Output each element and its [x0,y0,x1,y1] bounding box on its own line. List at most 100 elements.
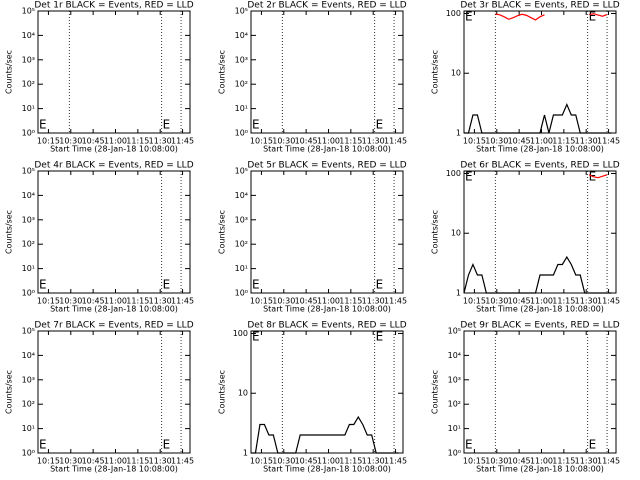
y-tick-label: 10⁴ [22,351,35,360]
x-tick-label: 11:45 [597,297,620,306]
panel-title: Det 5r BLACK = Events, RED = LLD [247,161,406,171]
y-axis-label: Counts/sec [431,370,440,414]
x-tick-label: 11:30 [149,457,172,466]
x-tick-label: 11:15 [552,457,575,466]
x-tick-label: 10:15 [250,137,273,146]
x-tick-label: 11:00 [104,297,127,306]
x-tick-label: 11:00 [104,457,127,466]
x-tick-label: 10:30 [485,297,508,306]
annotation: E [465,10,473,24]
annotation: E [376,330,384,344]
x-tick-label: 10:30 [59,297,82,306]
x-tick-label: 11:15 [126,297,149,306]
y-tick-label: 10 [451,69,461,78]
x-tick-label: 11:15 [339,297,362,306]
y-tick-label: 10³ [22,375,35,384]
y-tick-label: 10⁰ [235,129,248,138]
x-axis-label: Start Time (28-Jan-18 10:08:00) [263,145,391,154]
y-tick-label: 10³ [235,55,248,64]
annotation: E [376,118,384,132]
plot-frame [37,170,191,294]
y-tick-label: 10¹ [448,424,461,433]
annotation: E [376,278,384,292]
x-tick-label: 11:15 [552,137,575,146]
annotation: E [39,278,47,292]
annotation: E [163,278,171,292]
annotation: E [163,438,171,452]
data-line [495,13,545,21]
plot-frame [250,330,404,454]
x-tick-label: 11:15 [126,137,149,146]
y-tick-label: 10⁴ [448,351,461,360]
annotation: E [252,278,260,292]
x-axis-label: Start Time (28-Jan-18 10:08:00) [263,305,391,314]
x-tick-label: 11:30 [149,297,172,306]
y-tick-label: 10¹ [235,104,248,113]
y-axis-label: Counts/sec [5,50,14,94]
x-tick-label: 10:45 [508,137,531,146]
y-tick-label: 10⁰ [448,449,461,458]
x-tick-label: 10:30 [272,137,295,146]
y-tick-label: 10⁵ [22,7,35,16]
x-tick-label: 10:30 [272,297,295,306]
y-tick-label: 10² [235,240,248,249]
panel-title: Det 2r BLACK = Events, RED = LLD [247,1,406,11]
x-tick-label: 10:45 [508,297,531,306]
annotation: E [39,438,47,452]
x-tick-label: 11:00 [317,457,340,466]
x-tick-label: 11:30 [362,137,385,146]
y-tick-label: 10¹ [22,264,35,273]
x-tick-label: 10:15 [37,137,60,146]
panel-title: Det 8r BLACK = Events, RED = LLD [247,321,406,331]
y-tick-label: 10³ [448,375,461,384]
y-tick-label: 10³ [22,215,35,224]
data-line [464,102,612,134]
x-tick-label: 10:45 [82,137,105,146]
y-tick-label: 10⁵ [22,327,35,336]
y-tick-label: 100 [446,169,461,178]
y-tick-label: 10¹ [22,104,35,113]
x-tick-label: 10:15 [463,457,486,466]
panel-title: Det 7r BLACK = Events, RED = LLD [34,321,193,331]
x-tick-label: 11:00 [104,137,127,146]
data-line [589,13,608,17]
annotation: E [589,10,597,24]
plot-frame [250,10,404,134]
x-tick-label: 10:30 [272,457,295,466]
y-tick-label: 10⁵ [235,7,248,16]
x-tick-label: 10:45 [82,457,105,466]
y-axis-label: Counts/sec [218,370,227,414]
x-tick-label: 11:45 [597,457,620,466]
x-tick-label: 11:45 [384,457,407,466]
x-tick-label: 11:30 [149,137,172,146]
x-tick-label: 10:15 [250,457,273,466]
y-tick-label: 10⁴ [235,191,248,200]
x-tick-label: 11:00 [317,297,340,306]
x-tick-label: 11:30 [575,457,598,466]
x-tick-label: 10:15 [37,457,60,466]
x-tick-label: 11:30 [575,137,598,146]
annotation: E [465,438,473,452]
y-tick-label: 10⁵ [448,327,461,336]
x-tick-label: 10:30 [485,137,508,146]
annotation: E [589,438,597,452]
y-tick-label: 10³ [235,215,248,224]
x-axis-label: Start Time (28-Jan-18 10:08:00) [476,465,604,474]
y-tick-label: 10⁰ [22,449,35,458]
x-tick-label: 11:00 [530,297,553,306]
y-tick-label: 10² [448,400,461,409]
plot-frame [463,330,617,454]
x-tick-label: 10:15 [463,297,486,306]
y-axis-label: Counts/sec [5,210,14,254]
x-tick-label: 10:45 [295,457,318,466]
y-axis-label: Counts/sec [218,210,227,254]
plot-frame [250,170,404,294]
x-tick-label: 11:15 [339,457,362,466]
annotation: E [465,170,473,184]
annotation: E [163,118,171,132]
y-tick-label: 10⁴ [22,191,35,200]
y-axis-label: Counts/sec [431,50,440,94]
annotation: E [39,118,47,132]
